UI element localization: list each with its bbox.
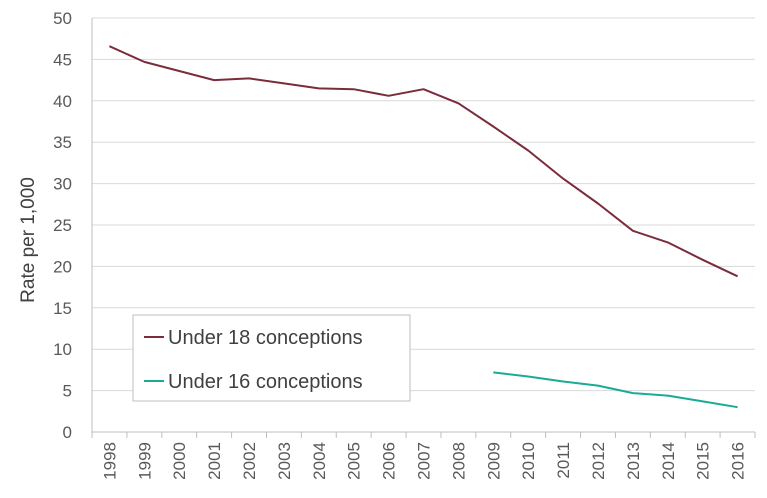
y-tick-label: 35 xyxy=(53,133,72,152)
x-tick-label: 2013 xyxy=(624,442,643,480)
x-tick-label: 2002 xyxy=(240,442,259,480)
y-tick-label: 20 xyxy=(53,257,72,276)
legend: Under 18 conceptions Under 16 conceptions xyxy=(132,314,411,402)
series-lines xyxy=(108,45,739,409)
x-tick-label: 2010 xyxy=(519,442,538,480)
x-tick-label: 2001 xyxy=(205,442,224,480)
x-tick-labels: 1998 1999 2000 2001 2002 2003 2004 2005 2006 2007… xyxy=(91,432,756,480)
legend-label-1: Under 16 conceptions xyxy=(168,371,363,393)
series-line-1 xyxy=(493,371,738,409)
y-tick-label: 40 xyxy=(53,92,72,111)
x-tick-label: 2009 xyxy=(484,442,503,480)
x-tick-label: 2007 xyxy=(415,442,434,480)
y-axis-title: Rate per 1,000 xyxy=(18,177,39,303)
x-tick-label: 2005 xyxy=(345,442,364,480)
x-tick-label: 2004 xyxy=(310,442,329,480)
x-tick-label: 1998 xyxy=(100,442,119,480)
y-tick-label: 5 xyxy=(63,382,72,401)
x-tick-label: 2006 xyxy=(380,442,399,480)
y-tick-label: 10 xyxy=(53,340,72,359)
series-line-0 xyxy=(108,45,739,278)
y-tick-label: 15 xyxy=(53,299,72,318)
legend-box xyxy=(132,314,411,402)
y-tick-label: 25 xyxy=(53,216,72,235)
y-tick-label: 45 xyxy=(53,50,72,69)
x-tick-label: 2003 xyxy=(275,442,294,480)
legend-label-0: Under 18 conceptions xyxy=(168,327,363,349)
x-tick-label: 1999 xyxy=(135,442,154,480)
x-tick-label: 2011 xyxy=(554,442,573,479)
y-tick-label: 50 xyxy=(53,9,72,28)
y-tick-label: 30 xyxy=(53,175,72,194)
x-tick-label: 2015 xyxy=(694,442,713,480)
x-tick-label: 2014 xyxy=(659,442,678,480)
x-tick-label: 2008 xyxy=(449,442,468,480)
y-tick-label: 0 xyxy=(63,423,72,442)
legend-items: Under 18 conceptions Under 16 conceptions xyxy=(144,327,363,393)
x-tick-label: 2016 xyxy=(729,442,748,480)
y-tick-labels: 0 5 10 15 20 25 30 35 40 45 50 xyxy=(53,9,72,442)
x-tick-label: 2012 xyxy=(589,442,608,480)
x-tick-label: 2000 xyxy=(170,442,189,480)
